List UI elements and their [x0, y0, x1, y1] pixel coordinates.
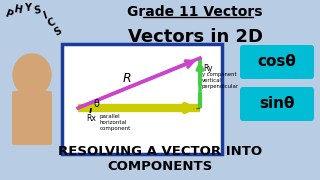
Text: Grade 11 Vectors: Grade 11 Vectors — [127, 5, 263, 19]
Text: P: P — [3, 8, 13, 20]
Text: I: I — [42, 10, 48, 21]
FancyBboxPatch shape — [240, 45, 314, 79]
Text: Ry: Ry — [203, 64, 212, 73]
FancyBboxPatch shape — [12, 91, 52, 145]
Text: H: H — [13, 4, 23, 15]
Ellipse shape — [13, 54, 51, 96]
Text: S: S — [33, 5, 41, 16]
FancyBboxPatch shape — [240, 87, 314, 121]
Text: cosθ: cosθ — [258, 55, 296, 69]
Text: S: S — [52, 26, 64, 38]
Text: sinθ: sinθ — [259, 96, 295, 111]
Text: COMPONENTS: COMPONENTS — [108, 160, 212, 173]
Text: C: C — [47, 17, 57, 29]
FancyBboxPatch shape — [62, 44, 222, 154]
Text: Vectors in 2D: Vectors in 2D — [127, 28, 262, 46]
Text: Y: Y — [25, 3, 31, 13]
Text: y component
vertical
perpendicular: y component vertical perpendicular — [202, 72, 239, 89]
Text: θ: θ — [93, 99, 99, 109]
Text: RESOLVING A VECTOR INTO: RESOLVING A VECTOR INTO — [58, 145, 262, 158]
Text: parallel
horizontal
component: parallel horizontal component — [100, 114, 131, 131]
Text: R: R — [123, 73, 131, 86]
Text: Rx: Rx — [86, 114, 96, 123]
